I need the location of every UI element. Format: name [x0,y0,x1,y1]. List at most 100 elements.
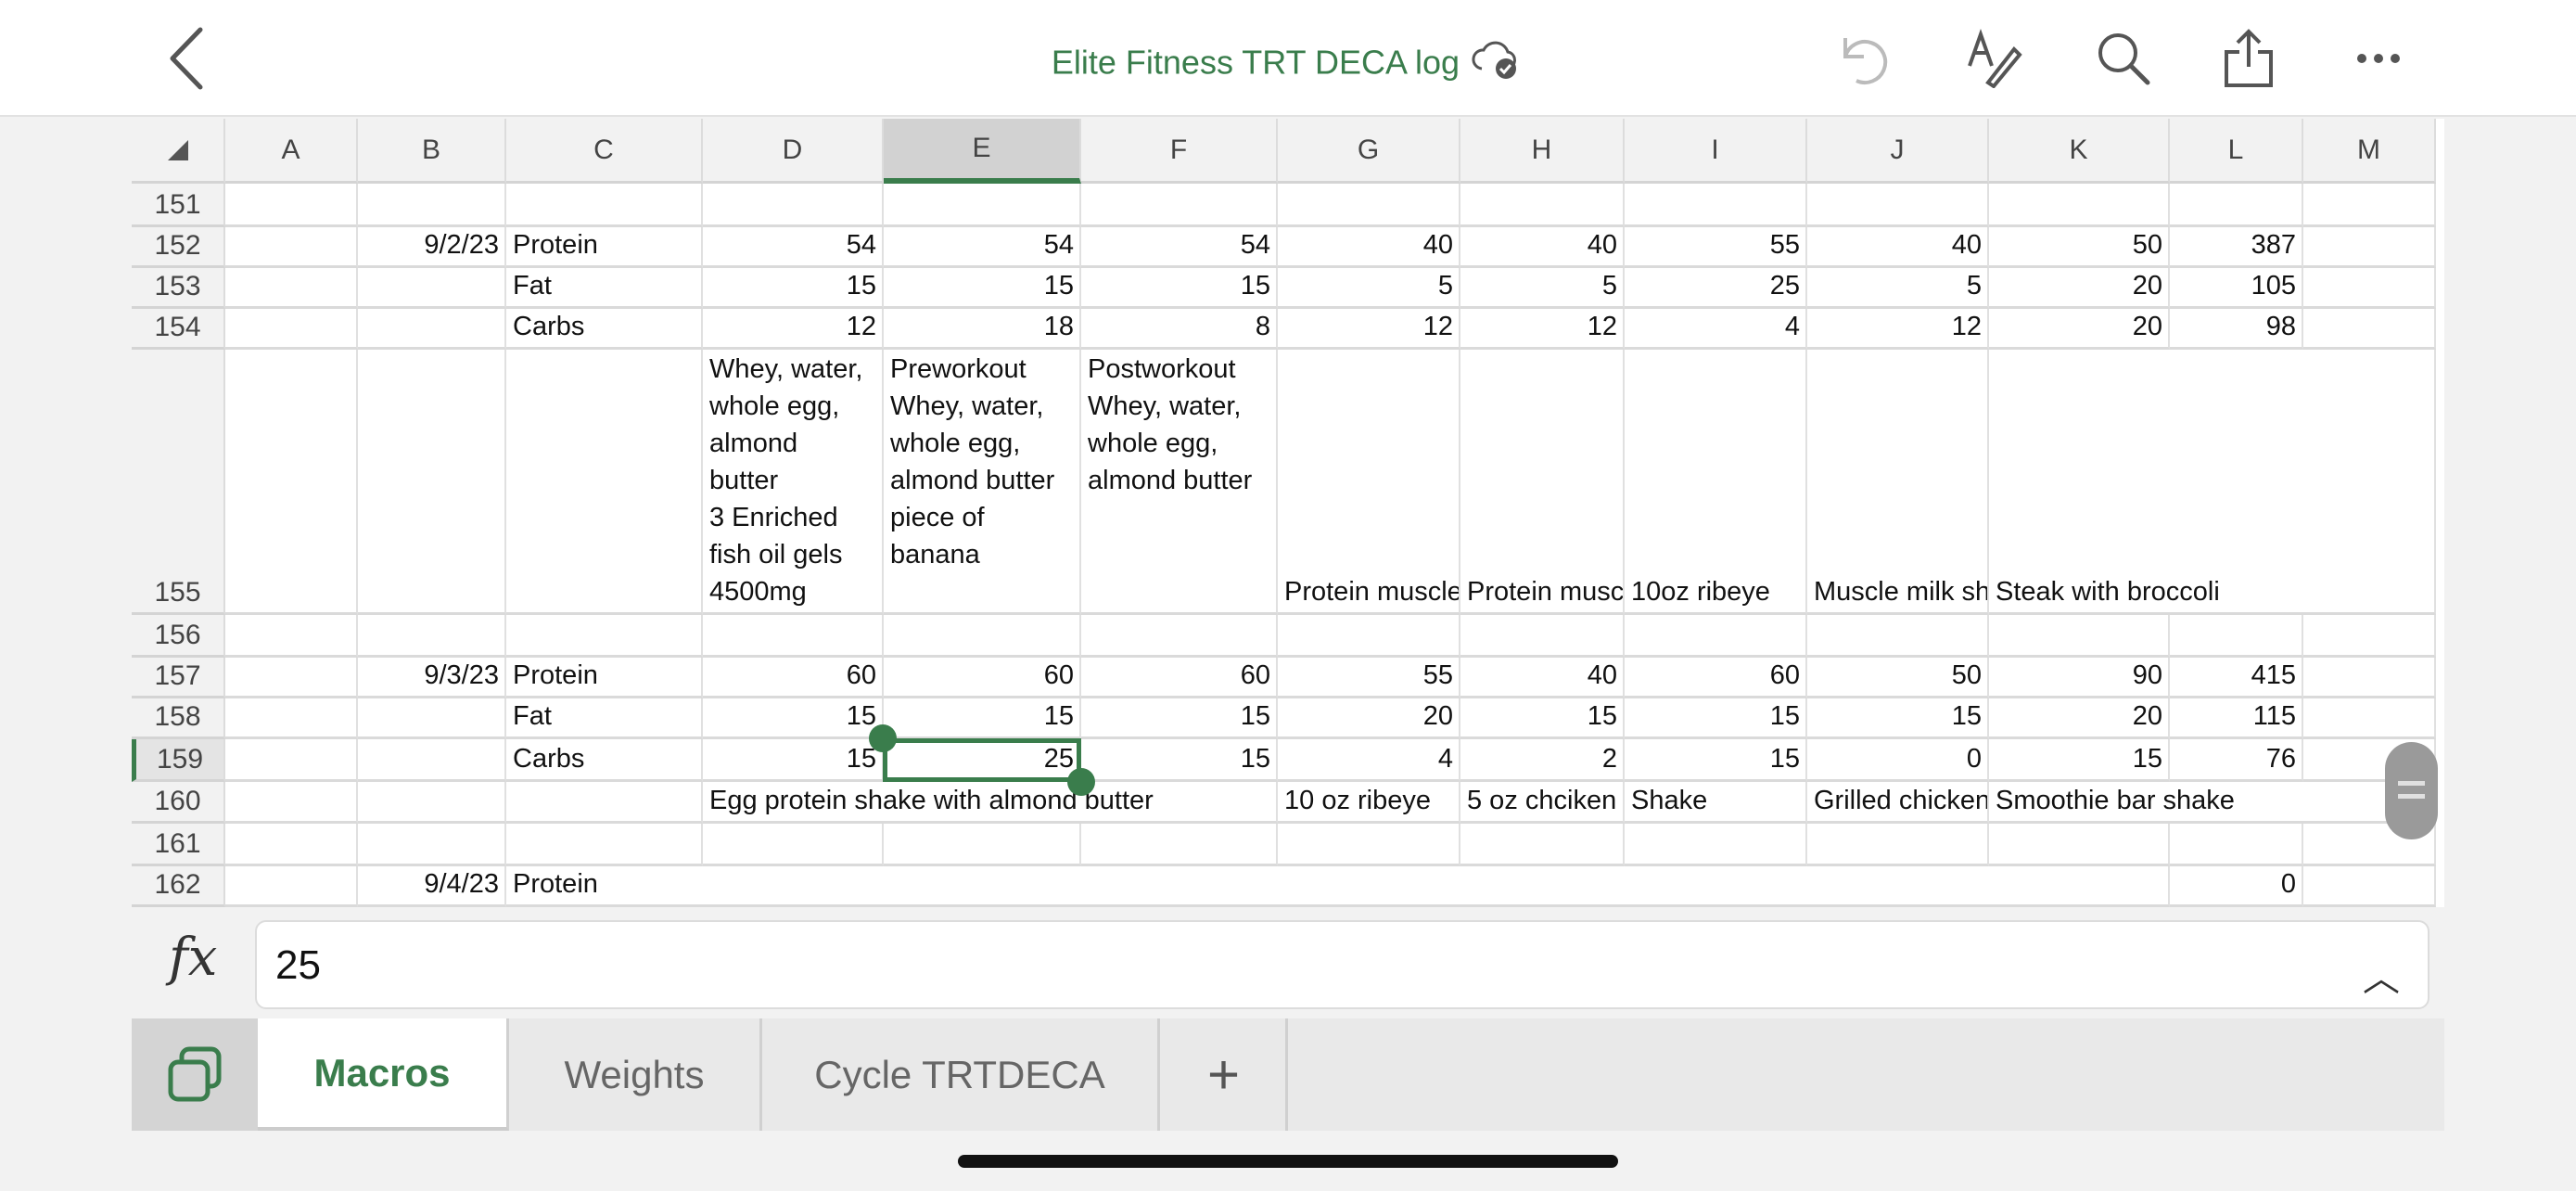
undo-icon[interactable] [1831,26,1896,91]
cell-k158[interactable]: 20 [1989,698,2170,739]
row-header-155[interactable]: 155 [132,350,225,615]
row-header-151[interactable]: 151 [132,184,225,227]
cell-d158[interactable]: 15 [703,698,884,739]
column-header-j[interactable]: J [1807,119,1989,184]
cell-c154[interactable]: Carbs [506,309,703,350]
cell-m162[interactable] [2303,866,2436,907]
cell-e154[interactable]: 18 [884,309,1081,350]
cell-a157[interactable] [225,658,358,698]
cell-f156[interactable] [1081,615,1278,658]
cell-e156[interactable] [884,615,1081,658]
cell-g156[interactable] [1278,615,1460,658]
cell-a160[interactable] [225,782,358,824]
column-header-a[interactable]: A [225,119,358,184]
row-header-162[interactable]: 162 [132,866,225,907]
cell-m158[interactable] [2303,698,2436,739]
cell-f161[interactable] [1081,824,1278,866]
cell-d151[interactable] [703,184,884,227]
chevron-up-icon[interactable]: ︿ [2363,958,2400,999]
cell-b160[interactable] [358,782,506,824]
cell-f153[interactable]: 15 [1081,268,1278,309]
cell-g157[interactable]: 55 [1278,658,1460,698]
cell-j151[interactable] [1807,184,1989,227]
cell-g152[interactable]: 40 [1278,227,1460,268]
cell-d161[interactable] [703,824,884,866]
column-header-i[interactable]: I [1625,119,1807,184]
cell-l158[interactable]: 115 [2170,698,2303,739]
cell-a158[interactable] [225,698,358,739]
selection-box[interactable] [883,738,1081,782]
row-header-154[interactable]: 154 [132,309,225,350]
cell-h153[interactable]: 5 [1460,268,1625,309]
cell-j159[interactable]: 0 [1807,739,1989,782]
cell-f152[interactable]: 54 [1081,227,1278,268]
cell-l153[interactable]: 105 [2170,268,2303,309]
cell-e157[interactable]: 60 [884,658,1081,698]
cell-e152[interactable]: 54 [884,227,1081,268]
cell-d159[interactable]: 15 [703,739,884,782]
cell-d157[interactable]: 60 [703,658,884,698]
row-header-157[interactable]: 157 [132,658,225,698]
cell-e151[interactable] [884,184,1081,227]
cell-i156[interactable] [1625,615,1807,658]
back-chevron-icon[interactable] [153,26,218,91]
cell-m154[interactable] [2303,309,2436,350]
cell-c162[interactable]: Protein [506,866,2170,907]
cell-c156[interactable] [506,615,703,658]
cell-i153[interactable]: 25 [1625,268,1807,309]
cell-a154[interactable] [225,309,358,350]
cell-a156[interactable] [225,615,358,658]
cell-m161[interactable] [2303,824,2436,866]
row-header-158[interactable]: 158 [132,698,225,739]
cell-b155[interactable] [358,350,506,615]
cell-g155[interactable]: Protein muscle [1278,350,1460,615]
cell-c158[interactable]: Fat [506,698,703,739]
cell-m152[interactable] [2303,227,2436,268]
cell-f158[interactable]: 15 [1081,698,1278,739]
cell-k157[interactable]: 90 [1989,658,2170,698]
cell-i160[interactable]: Shake [1625,782,1807,824]
column-header-d[interactable]: D [703,119,884,184]
cell-h159[interactable]: 2 [1460,739,1625,782]
row-header-153[interactable]: 153 [132,268,225,309]
cell-c151[interactable] [506,184,703,227]
cell-c159[interactable]: Carbs [506,739,703,782]
cell-a162[interactable] [225,866,358,907]
cell-e155[interactable]: Preworkout Whey, water, whole egg, almon… [884,350,1081,615]
search-icon[interactable] [2091,26,2156,91]
cell-k156[interactable] [1989,615,2170,658]
share-icon[interactable] [2216,26,2281,91]
cell-m156[interactable] [2303,615,2436,658]
spreadsheet-grid[interactable]: A B C D E F G H I J K L M 151 152 9/2/23 Protein 54 54 54 40… [132,119,2444,907]
cell-d153[interactable]: 15 [703,268,884,309]
cell-i152[interactable]: 55 [1625,227,1807,268]
function-icon[interactable]: fx [169,928,218,988]
cell-b157[interactable]: 9/3/23 [358,658,506,698]
cell-a153[interactable] [225,268,358,309]
tab-macros[interactable]: Macros [258,1018,509,1131]
column-header-g[interactable]: G [1278,119,1460,184]
cell-c152[interactable]: Protein [506,227,703,268]
cell-j158[interactable]: 15 [1807,698,1989,739]
cell-g160[interactable]: 10 oz ribeye [1278,782,1460,824]
cell-k151[interactable] [1989,184,2170,227]
cell-h152[interactable]: 40 [1460,227,1625,268]
sheets-overview-button[interactable] [132,1018,258,1131]
cell-m151[interactable] [2303,184,2436,227]
cell-f159[interactable]: 15 [1081,739,1278,782]
cell-c161[interactable] [506,824,703,866]
cell-m157[interactable] [2303,658,2436,698]
cell-i161[interactable] [1625,824,1807,866]
cell-i157[interactable]: 60 [1625,658,1807,698]
cell-k153[interactable]: 20 [1989,268,2170,309]
cell-i158[interactable]: 15 [1625,698,1807,739]
draw-pen-icon[interactable] [1961,26,2026,91]
selection-handle-end[interactable] [1067,768,1095,796]
column-header-m[interactable]: M [2303,119,2436,184]
cell-k155[interactable]: Steak with broccoli [1989,350,2436,615]
cell-f154[interactable]: 8 [1081,309,1278,350]
cell-a152[interactable] [225,227,358,268]
cell-d155[interactable]: Whey, water, whole egg, almond butter 3 … [703,350,884,615]
cell-c160[interactable] [506,782,703,824]
add-sheet-button[interactable]: + [1162,1018,1288,1131]
